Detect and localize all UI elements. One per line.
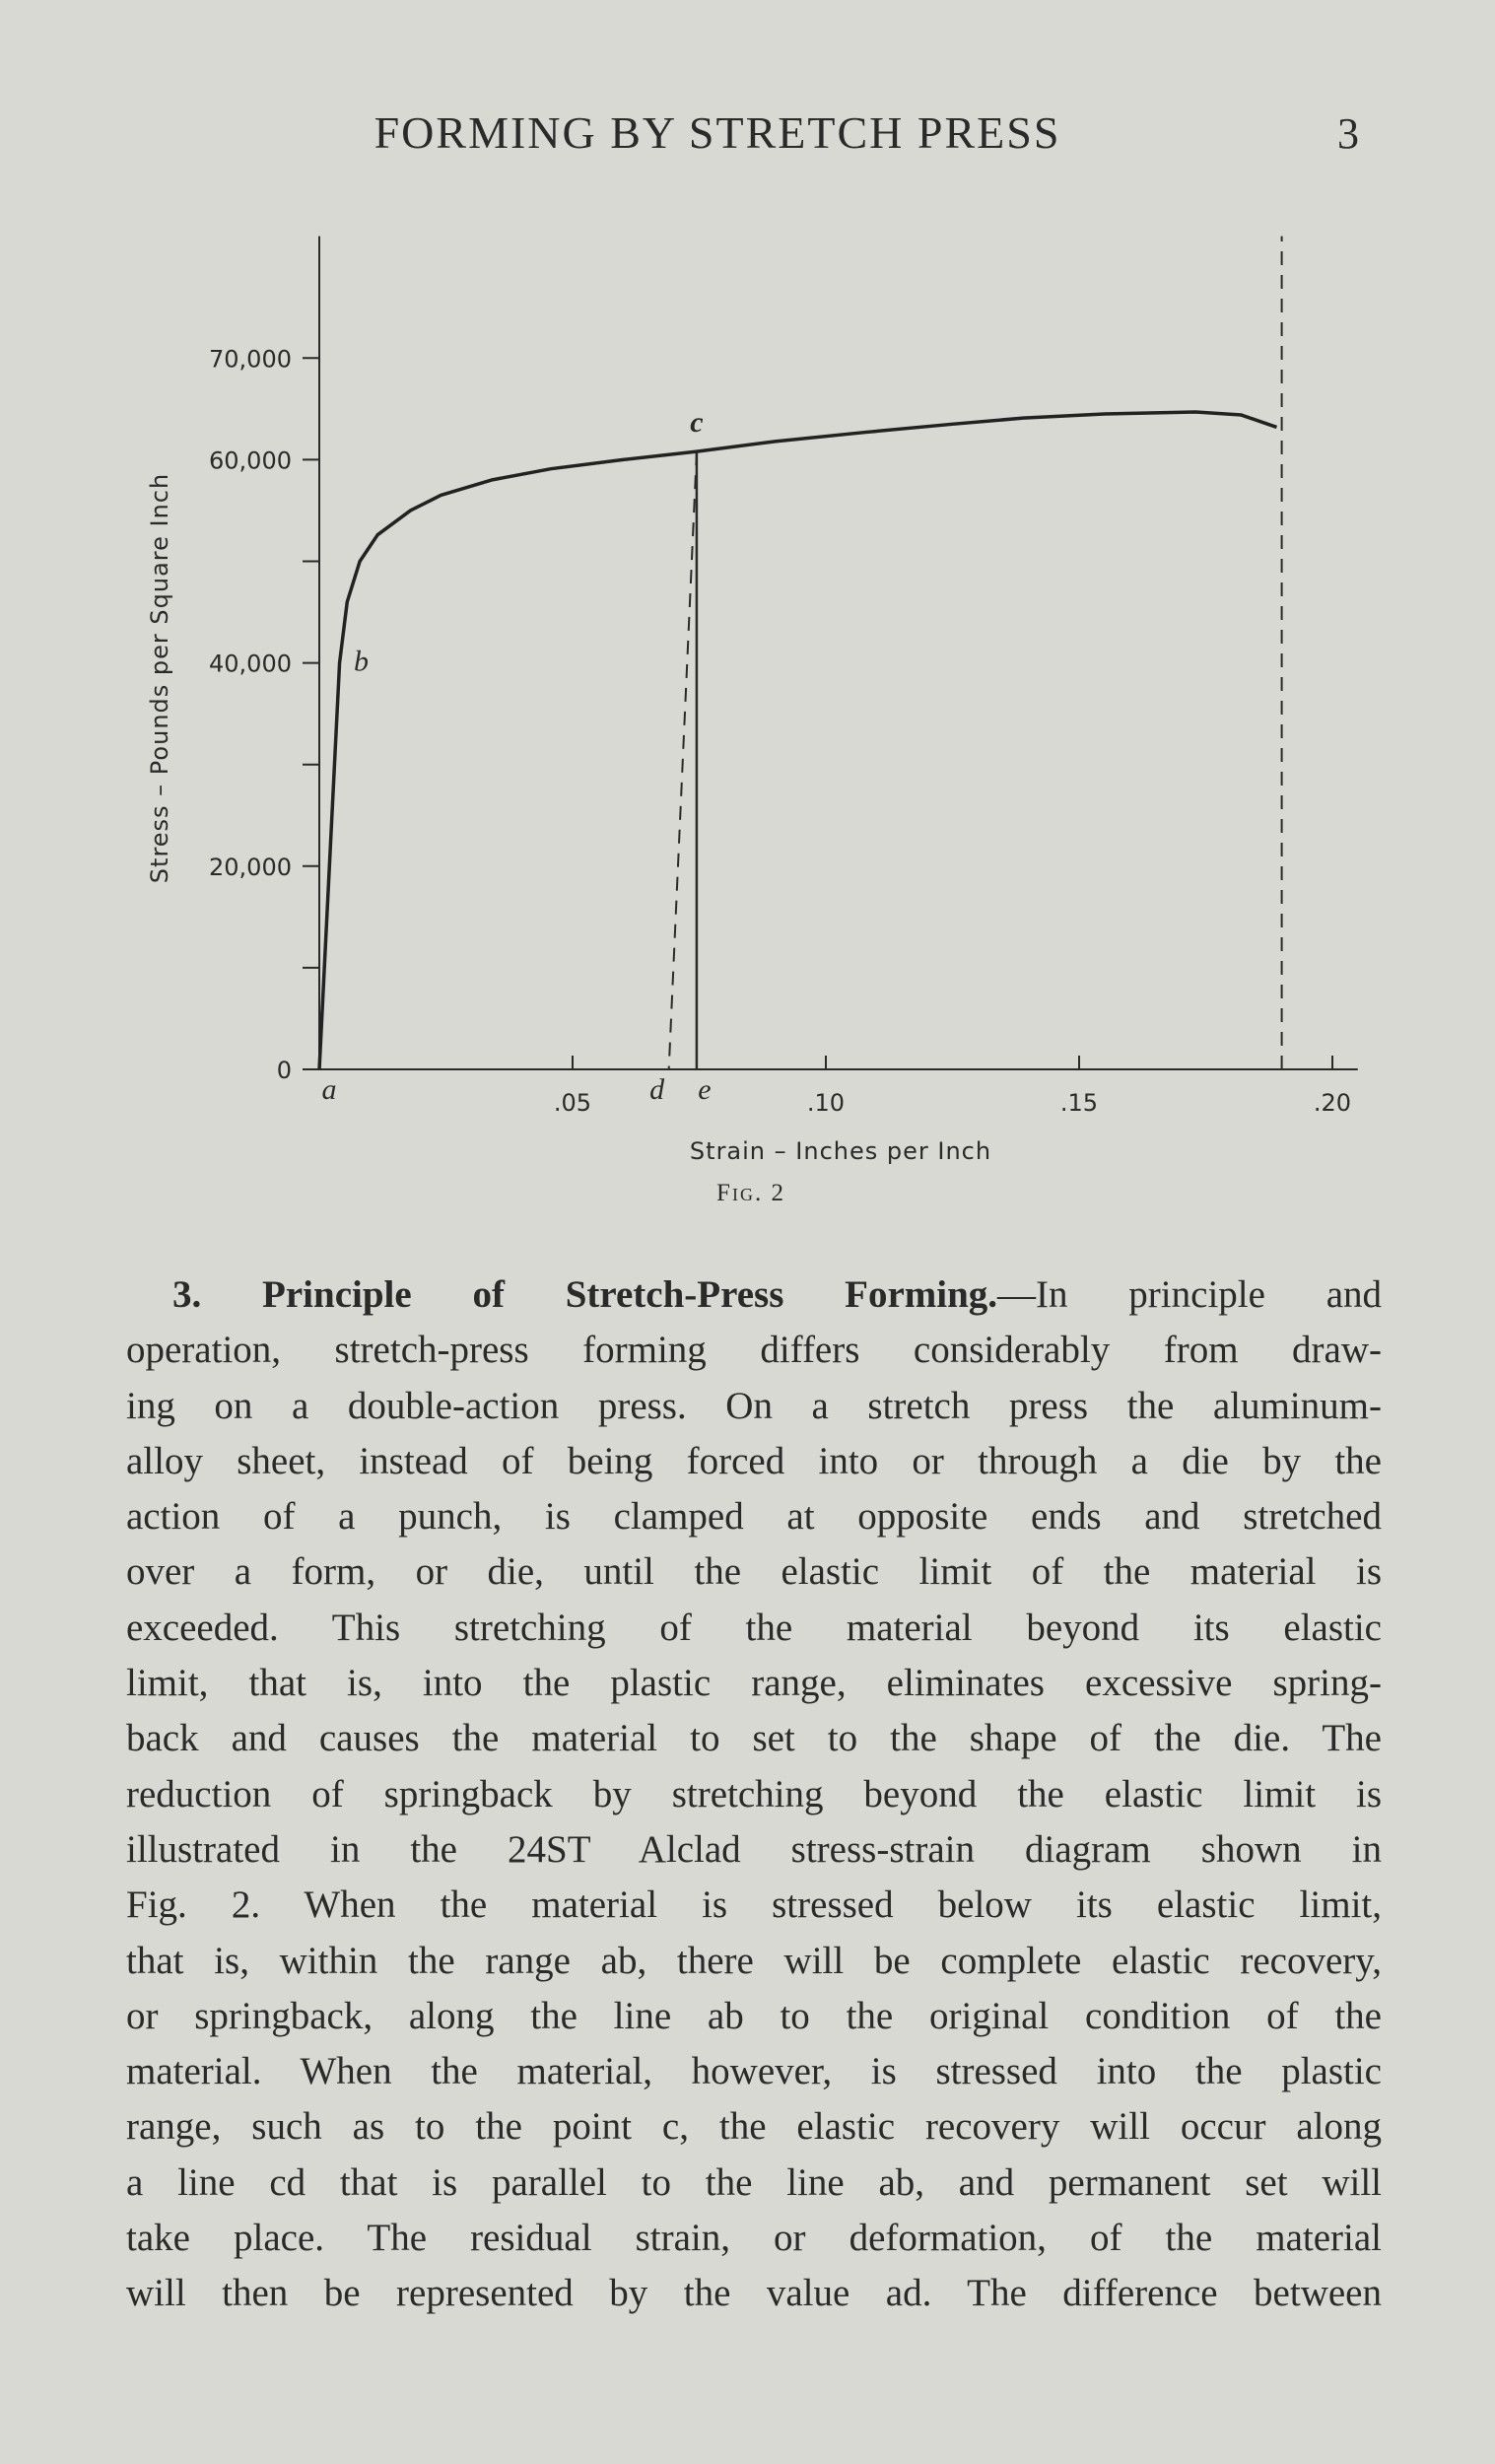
line-text: Fig. 2. When the material is stressed be… xyxy=(126,1883,1382,1927)
text-line: reduction of springback by stretching be… xyxy=(126,1767,1382,1822)
text-line: over a form, or die, until the elastic l… xyxy=(126,1544,1382,1600)
line-text: —In principle and xyxy=(997,1273,1382,1316)
line-text: over a form, or die, until the elastic l… xyxy=(126,1550,1382,1594)
y-axis-label: Stress – Pounds per Square Inch xyxy=(146,473,173,883)
section-heading: Principle of Stretch-Press Forming. xyxy=(262,1273,998,1316)
recovery-line xyxy=(667,451,698,1070)
figure: 0 20,000 40,000 60,000 70,000 .05 .10 .15 .20 a b c… xyxy=(146,236,1358,1206)
text-line: exceeded. This stretching of the materia… xyxy=(126,1601,1382,1656)
line-text: illustrated in the 24ST Alclad stress-st… xyxy=(126,1827,1382,1871)
x-tick-label: .15 xyxy=(1060,1089,1098,1117)
text-line: that is, within the range ab, there will… xyxy=(126,1934,1382,1989)
text-line: a line cd that is parallel to the line a… xyxy=(126,2156,1382,2211)
line-text: operation, stretch-press forming differs… xyxy=(126,1329,1382,1372)
x-tick-label: .05 xyxy=(554,1089,591,1117)
line-text: take place. The residual strain, or defo… xyxy=(126,2217,1382,2260)
running-head: FORMING BY STRETCH PRESS xyxy=(374,107,1061,158)
line-text: that is, within the range ab, there will… xyxy=(126,1939,1382,1982)
point-label: e xyxy=(698,1073,711,1106)
text-line: back and causes the material to set to t… xyxy=(126,1711,1382,1766)
line-text: exceeded. This stretching of the materia… xyxy=(126,1606,1382,1649)
line-text: back and causes the material to set to t… xyxy=(126,1717,1382,1760)
stress-strain-curve xyxy=(317,410,1278,1070)
line-text: reduction of springback by stretching be… xyxy=(126,1772,1382,1815)
x-tick-label: .10 xyxy=(807,1089,845,1117)
point-label: d xyxy=(649,1073,665,1106)
text-line: action of a punch, is clamped at opposit… xyxy=(126,1489,1382,1544)
text-line: 3. Principle of Stretch-Press Forming.—I… xyxy=(126,1267,1382,1323)
text-line: limit, that is, into the plastic range, … xyxy=(126,1656,1382,1711)
line-text: will then be represented by the value ad… xyxy=(126,2272,1382,2315)
text-line: ing on a double-action press. On a stret… xyxy=(126,1379,1382,1434)
section-number: 3. xyxy=(172,1273,202,1316)
line-text: action of a punch, is clamped at opposit… xyxy=(126,1495,1382,1539)
text-line: range, such as to the point c, the elast… xyxy=(126,2099,1382,2155)
line-text: alloy sheet, instead of being forced int… xyxy=(126,1439,1382,1482)
text-line: Fig. 2. When the material is stressed be… xyxy=(126,1878,1382,1933)
line-text: material. When the material, however, is… xyxy=(126,2050,1382,2093)
text-line: operation, stretch-press forming differs… xyxy=(126,1323,1382,1378)
text-line: illustrated in the 24ST Alclad stress-st… xyxy=(126,1822,1382,1878)
line-text: a line cd that is parallel to the line a… xyxy=(126,2160,1382,2204)
point-label: c xyxy=(690,406,703,439)
paragraph: 3. Principle of Stretch-Press Forming.—I… xyxy=(126,1267,1382,2322)
x-tick-label: .20 xyxy=(1314,1089,1351,1117)
line-text: or springback, along the line ab to the … xyxy=(126,1994,1382,2037)
line-text: limit, that is, into the plastic range, … xyxy=(126,1662,1382,1705)
point-label: a xyxy=(322,1073,337,1106)
text-line: take place. The residual strain, or defo… xyxy=(126,2211,1382,2266)
y-tick-label: 0 xyxy=(277,1057,292,1084)
page-number: 3 xyxy=(1337,109,1359,158)
figure-caption: Fig. 2 xyxy=(716,1180,785,1206)
x-axis-label: Strain – Inches per Inch xyxy=(690,1137,991,1165)
y-tick-label: 60,000 xyxy=(209,446,292,474)
y-tick-label: 20,000 xyxy=(209,854,292,881)
point-label: b xyxy=(354,646,369,678)
text-line: will then be represented by the value ad… xyxy=(126,2266,1382,2321)
y-tick-label: 40,000 xyxy=(209,650,292,678)
text-line: or springback, along the line ab to the … xyxy=(126,1989,1382,2044)
line-text: ing on a double-action press. On a stret… xyxy=(126,1384,1382,1427)
text-line: alloy sheet, instead of being forced int… xyxy=(126,1434,1382,1489)
y-tick-label: 70,000 xyxy=(209,345,292,373)
line-text: range, such as to the point c, the elast… xyxy=(126,2105,1382,2149)
text-line: material. When the material, however, is… xyxy=(126,2044,1382,2099)
